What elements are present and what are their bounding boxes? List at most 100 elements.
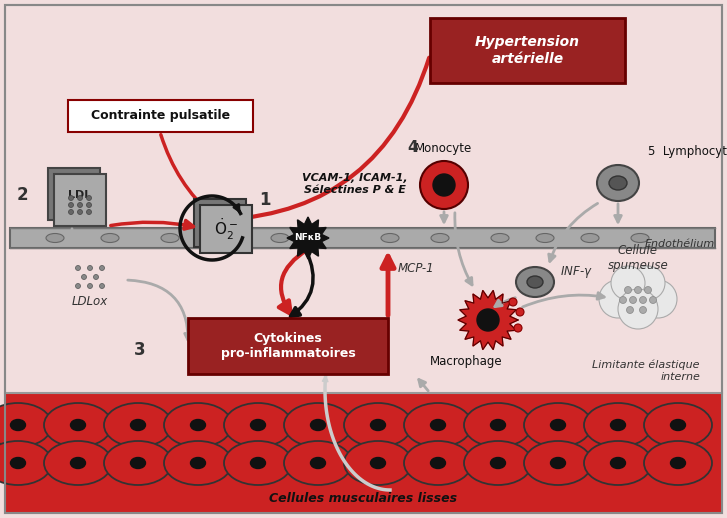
Ellipse shape (430, 457, 446, 468)
Circle shape (627, 307, 633, 313)
Circle shape (78, 195, 82, 200)
Circle shape (87, 203, 92, 208)
Ellipse shape (271, 234, 289, 242)
Circle shape (87, 209, 92, 214)
Ellipse shape (611, 457, 625, 468)
Text: 4: 4 (407, 140, 418, 155)
Ellipse shape (310, 420, 326, 430)
Circle shape (420, 161, 468, 209)
Circle shape (631, 266, 665, 300)
Circle shape (94, 275, 98, 280)
FancyArrowPatch shape (128, 280, 191, 340)
Bar (48, 168, 100, 220)
Ellipse shape (670, 420, 686, 430)
Ellipse shape (609, 176, 627, 190)
FancyArrowPatch shape (441, 212, 447, 222)
Circle shape (618, 289, 658, 329)
FancyArrowPatch shape (279, 250, 308, 314)
Circle shape (81, 275, 87, 280)
Ellipse shape (344, 403, 412, 447)
Circle shape (649, 296, 656, 304)
Ellipse shape (491, 234, 509, 242)
Ellipse shape (524, 403, 592, 447)
Ellipse shape (104, 403, 172, 447)
Ellipse shape (71, 420, 86, 430)
Circle shape (100, 266, 105, 270)
Circle shape (76, 266, 81, 270)
Ellipse shape (131, 457, 145, 468)
FancyArrowPatch shape (419, 380, 428, 391)
Ellipse shape (584, 441, 652, 485)
Text: VCAM-1, ICAM-1,
Sélectines P & E: VCAM-1, ICAM-1, Sélectines P & E (302, 174, 408, 195)
Circle shape (87, 266, 92, 270)
Bar (10, 228, 715, 248)
Text: Contrainte pulsatile: Contrainte pulsatile (91, 109, 230, 122)
Ellipse shape (251, 420, 265, 430)
Ellipse shape (164, 441, 232, 485)
Circle shape (78, 203, 82, 208)
Circle shape (78, 209, 82, 214)
Ellipse shape (644, 403, 712, 447)
Ellipse shape (404, 403, 472, 447)
Ellipse shape (536, 234, 554, 242)
Circle shape (640, 307, 646, 313)
Text: LDLox: LDLox (72, 295, 108, 308)
Circle shape (509, 298, 517, 306)
Ellipse shape (464, 403, 532, 447)
Ellipse shape (491, 420, 505, 430)
Ellipse shape (0, 441, 52, 485)
Ellipse shape (644, 441, 712, 485)
Text: Macrophage: Macrophage (430, 355, 502, 368)
FancyArrowPatch shape (111, 221, 193, 229)
Circle shape (516, 308, 524, 316)
FancyArrowPatch shape (234, 205, 240, 212)
FancyArrowPatch shape (225, 57, 429, 225)
Ellipse shape (46, 234, 64, 242)
Ellipse shape (581, 234, 599, 242)
Circle shape (599, 280, 637, 318)
Ellipse shape (491, 457, 505, 468)
FancyArrowPatch shape (495, 298, 515, 307)
Ellipse shape (584, 403, 652, 447)
FancyArrowPatch shape (523, 293, 604, 307)
Circle shape (619, 296, 627, 304)
Text: $\rm{\dot{O}_2^-}$: $\rm{\dot{O}_2^-}$ (214, 217, 238, 242)
Ellipse shape (381, 234, 399, 242)
Ellipse shape (190, 457, 206, 468)
FancyArrowPatch shape (549, 204, 598, 262)
Text: 5  Lymphocyte T: 5 Lymphocyte T (648, 145, 727, 158)
Circle shape (68, 203, 73, 208)
Ellipse shape (371, 420, 385, 430)
Ellipse shape (404, 441, 472, 485)
FancyArrowPatch shape (322, 375, 328, 382)
Ellipse shape (101, 234, 119, 242)
Ellipse shape (131, 420, 145, 430)
Text: Hypertension
artérielle: Hypertension artérielle (475, 35, 580, 66)
Ellipse shape (597, 165, 639, 201)
Ellipse shape (524, 441, 592, 485)
Ellipse shape (611, 420, 625, 430)
Polygon shape (287, 217, 329, 259)
Circle shape (87, 195, 92, 200)
FancyArrowPatch shape (161, 135, 213, 215)
Ellipse shape (631, 234, 649, 242)
Circle shape (433, 174, 455, 196)
Text: 1: 1 (260, 191, 270, 209)
Ellipse shape (284, 441, 352, 485)
Circle shape (76, 283, 81, 289)
Text: 2: 2 (16, 186, 28, 204)
Circle shape (68, 195, 73, 200)
Bar (68, 100, 253, 132)
Ellipse shape (104, 441, 172, 485)
Bar (54, 174, 106, 226)
Circle shape (624, 286, 632, 294)
Text: Monocyte: Monocyte (415, 142, 473, 155)
Circle shape (68, 209, 73, 214)
Ellipse shape (10, 457, 25, 468)
Ellipse shape (310, 457, 326, 468)
FancyArrowPatch shape (382, 256, 394, 315)
Ellipse shape (251, 457, 265, 468)
Circle shape (639, 280, 677, 318)
Ellipse shape (670, 457, 686, 468)
Bar (188, 318, 388, 374)
